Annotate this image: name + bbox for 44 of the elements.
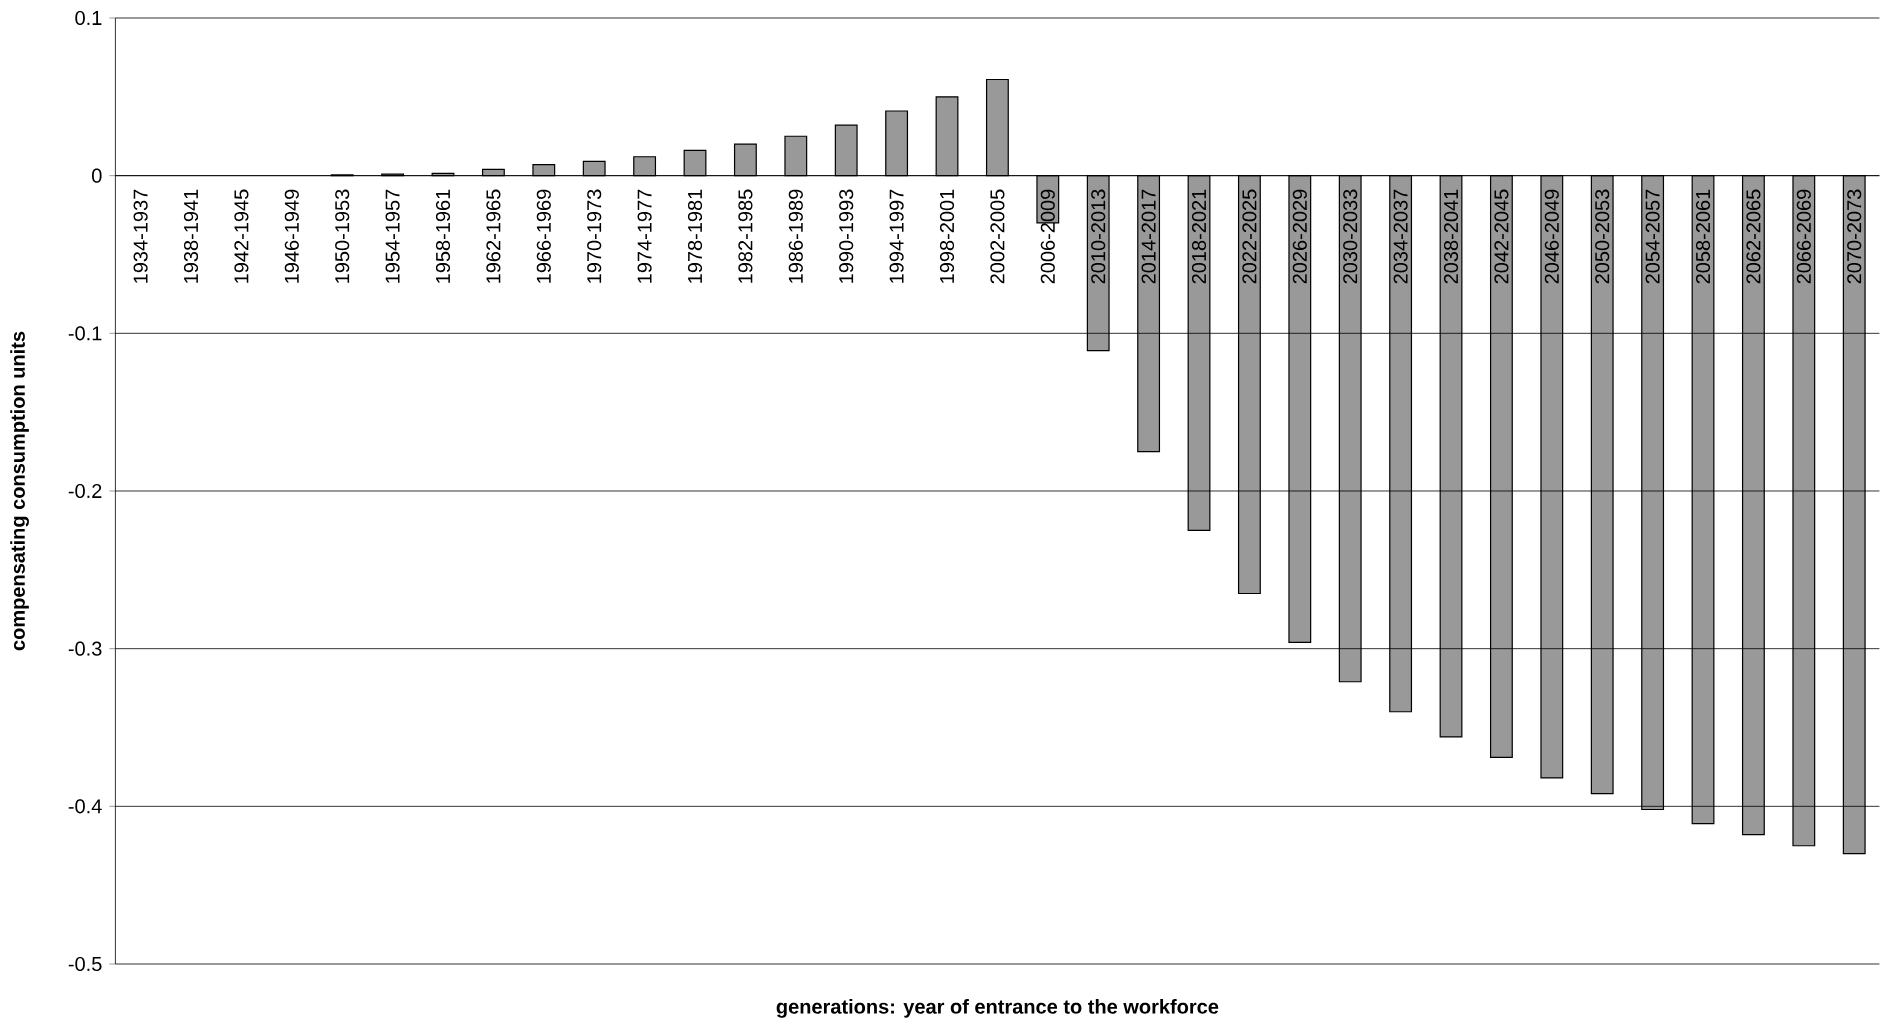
x-tick-label: 1974-1977 — [637, 189, 652, 283]
x-tick-label: 1978-1981 — [687, 189, 703, 283]
y-tick-label: -0.2 — [68, 483, 102, 499]
x-tick-label: 2002-2005 — [990, 189, 1005, 284]
y-tick-label: 0.1 — [75, 10, 102, 26]
x-tick-label: 2014-2017 — [1141, 189, 1156, 284]
x-tick-label: 2006-2009 — [1040, 189, 1055, 284]
y-tick-label: -0.4 — [68, 799, 102, 814]
x-tick-label: 2010-2013 — [1091, 189, 1106, 284]
y-tick-label: -0.1 — [68, 326, 102, 341]
x-tick-label: 1950-1953 — [335, 189, 350, 283]
y-tick-label: -0.3 — [68, 641, 102, 656]
x-tick-label: 2022-2025 — [1242, 189, 1257, 284]
x-tick-label: 1942-1945 — [234, 189, 249, 283]
y-tick-label: -0.5 — [68, 956, 102, 972]
x-tick-label: 2038-2041 — [1443, 189, 1459, 284]
x-tick-label: 2034-2037 — [1393, 189, 1408, 284]
x-axis-title: generations: year of entrance to the workforce — [776, 999, 1219, 1018]
x-tick-label: 1982-1985 — [738, 189, 753, 283]
x-tick-label: 2030-2033 — [1343, 189, 1358, 284]
x-tick-label: 2042-2045 — [1494, 189, 1509, 284]
x-tick-label: 2018-2021 — [1191, 189, 1207, 284]
y-axis-title: compensating consumption units — [10, 331, 29, 651]
x-tick-label: 1938-1941 — [183, 189, 199, 283]
x-tick-label: 1954-1957 — [385, 189, 400, 283]
x-tick-label: 1962-1965 — [486, 189, 501, 283]
x-tick-label: 2058-2061 — [1695, 189, 1711, 284]
x-tick-label: 1990-1993 — [839, 189, 854, 283]
x-tick-label: 1970-1973 — [587, 189, 602, 283]
x-tick-label: 2070-2073 — [1847, 189, 1862, 284]
x-tick-label: 1946-1949 — [284, 189, 299, 283]
x-tick-label: 1966-1969 — [536, 189, 551, 283]
x-tick-label: 2026-2029 — [1292, 189, 1307, 284]
x-tick-label: 2050-2053 — [1595, 189, 1610, 284]
y-tick-label: 0 — [92, 168, 102, 183]
x-tick-label: 1994-1997 — [889, 189, 904, 283]
x-tick-label: 1958-1961 — [435, 189, 451, 283]
x-tick-label: 1934-1937 — [133, 189, 148, 283]
x-tick-label: 2062-2065 — [1746, 189, 1761, 284]
x-tick-label: 1998-2001 — [939, 189, 955, 283]
x-tick-label: 2054-2057 — [1645, 189, 1660, 284]
x-tick-label: 2046-2049 — [1544, 189, 1559, 284]
x-tick-label: 2066-2069 — [1796, 189, 1811, 284]
x-tick-label: 1986-1989 — [788, 189, 803, 283]
